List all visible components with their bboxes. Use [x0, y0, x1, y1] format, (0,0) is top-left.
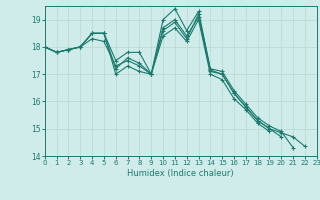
X-axis label: Humidex (Indice chaleur): Humidex (Indice chaleur) [127, 169, 234, 178]
